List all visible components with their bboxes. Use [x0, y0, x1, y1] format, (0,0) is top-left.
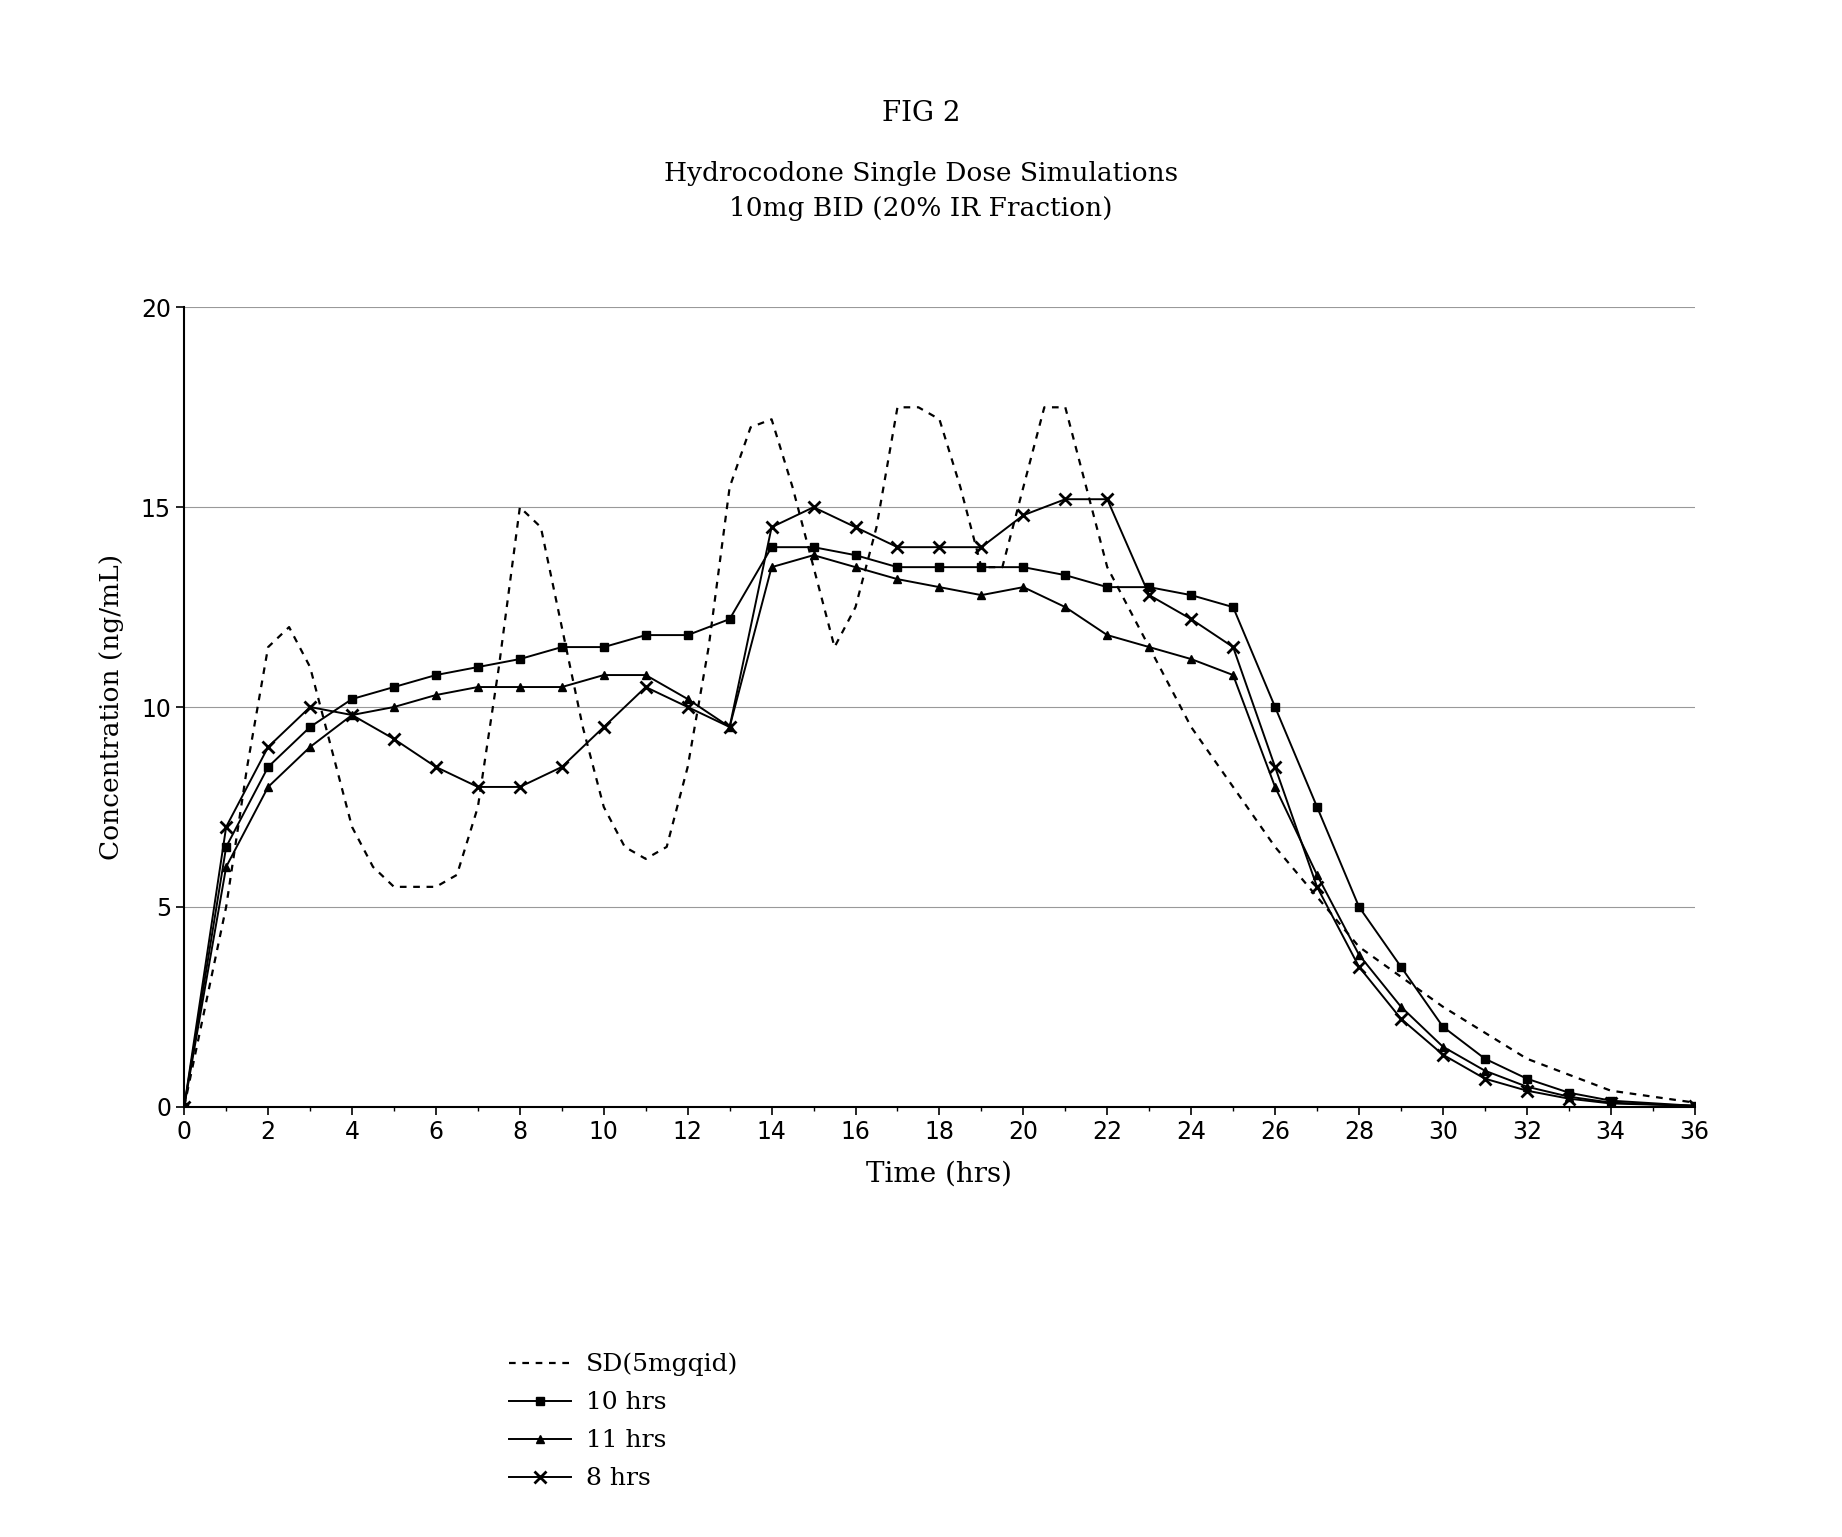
Y-axis label: Concentration (ng/mL): Concentration (ng/mL) — [99, 553, 123, 861]
Text: Hydrocodone Single Dose Simulations
10mg BID (20% IR Fraction): Hydrocodone Single Dose Simulations 10mg… — [663, 161, 1179, 221]
Legend: SD(5mgqid), 10 hrs, 11 hrs, 8 hrs: SD(5mgqid), 10 hrs, 11 hrs, 8 hrs — [499, 1343, 748, 1500]
Text: FIG 2: FIG 2 — [882, 100, 960, 128]
X-axis label: Time (hrs): Time (hrs) — [866, 1160, 1013, 1188]
